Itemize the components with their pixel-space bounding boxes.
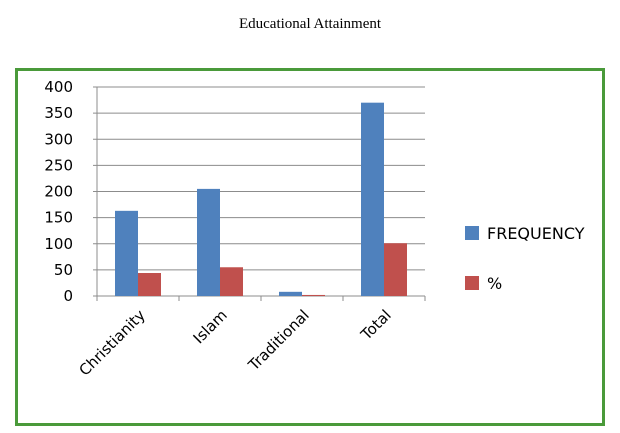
legend-swatch <box>465 276 479 290</box>
y-tick-label: 50 <box>54 261 73 279</box>
y-tick-label: 100 <box>44 235 73 253</box>
y-tick-label: 200 <box>44 183 73 201</box>
bar--total <box>384 243 407 296</box>
x-category-label: Traditional <box>244 306 313 375</box>
x-category-label: Islam <box>190 306 231 347</box>
x-category-label: Christianity <box>75 306 148 379</box>
bar--islam <box>220 267 243 296</box>
bar-frequency-total <box>361 102 384 296</box>
y-tick-label: 0 <box>63 287 73 305</box>
y-tick-label: 250 <box>44 156 73 174</box>
bar-frequency-islam <box>197 188 220 296</box>
legend-swatch <box>465 226 479 240</box>
y-tick-label: 400 <box>44 78 73 96</box>
bar--christianity <box>138 273 161 296</box>
bar--traditional <box>302 294 325 296</box>
chart-frame <box>15 68 605 426</box>
bar-frequency-traditional <box>279 291 302 296</box>
y-tick-label: 300 <box>44 130 73 148</box>
legend-label: % <box>487 274 502 293</box>
y-tick-label: 150 <box>44 209 73 227</box>
legend-label: FREQUENCY <box>487 224 585 243</box>
y-tick-label: 350 <box>44 104 73 122</box>
x-category-label: Total <box>357 306 395 344</box>
figure-caption: Educational Attainment <box>238 16 382 32</box>
bar-frequency-christianity <box>115 210 138 296</box>
